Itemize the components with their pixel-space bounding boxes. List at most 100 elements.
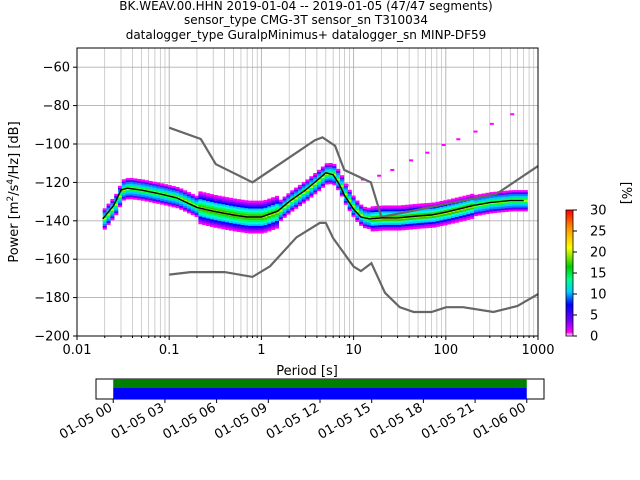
histogram-cell	[125, 183, 130, 186]
histogram-cell	[251, 227, 257, 230]
histogram-cell	[175, 194, 180, 197]
histogram-cell	[229, 205, 234, 208]
histogram-cell	[523, 209, 528, 212]
histogram-cell	[309, 187, 314, 190]
histogram-cell	[504, 198, 509, 201]
histogram-cell	[309, 178, 314, 181]
histogram-cell	[148, 184, 153, 187]
histogram-cell	[332, 177, 337, 180]
histogram-cell	[137, 182, 142, 185]
histogram-cell	[183, 207, 188, 210]
histogram-cell	[167, 187, 172, 190]
histogram-cell	[221, 207, 226, 211]
y-tick-label: −180	[34, 291, 70, 306]
histogram-cell	[523, 207, 528, 210]
histogram-cell	[271, 214, 276, 217]
histogram-cell	[477, 209, 482, 212]
histogram-cell	[431, 215, 436, 219]
histogram-cell	[408, 206, 414, 209]
noise-model-lines	[102, 126, 538, 314]
histogram-cell	[274, 211, 280, 214]
histogram-cell	[236, 229, 241, 232]
histogram-cell	[324, 180, 329, 183]
histogram-cell	[282, 208, 287, 211]
histogram-cell	[274, 201, 280, 204]
histogram-cell	[259, 200, 264, 203]
histogram-cell	[317, 185, 322, 188]
histogram-cell	[255, 223, 260, 226]
histogram-cell	[420, 224, 425, 227]
histogram-cell	[405, 218, 410, 221]
histogram-cell	[251, 223, 257, 226]
histogram-cell	[397, 215, 402, 218]
histogram-cell	[466, 208, 471, 211]
histogram-cell	[324, 167, 329, 170]
histogram-cell	[290, 209, 295, 212]
histogram-cell	[462, 205, 467, 208]
histogram-cell	[301, 193, 306, 196]
histogram-cell	[225, 216, 230, 219]
histogram-outlier	[510, 113, 515, 116]
histogram-cell	[443, 207, 448, 210]
histogram-cell	[416, 219, 421, 222]
histogram-cell	[382, 218, 387, 221]
histogram-cell	[171, 189, 176, 192]
histogram-cell	[328, 176, 333, 179]
histogram-cell	[198, 204, 203, 207]
histogram-cell	[473, 202, 479, 205]
histogram-cell	[240, 230, 245, 233]
histogram-cell	[324, 178, 329, 181]
histogram-cell	[140, 179, 146, 182]
histogram-cell	[370, 225, 375, 228]
histogram-cell	[493, 191, 498, 194]
histogram-cell	[148, 186, 153, 189]
histogram-cell	[401, 214, 406, 217]
histogram-cell	[114, 207, 119, 210]
histogram-cell	[110, 218, 115, 221]
x-tick-label: 100	[433, 343, 458, 358]
histogram-cell	[297, 184, 303, 187]
histogram-cell	[183, 194, 188, 197]
histogram-cell	[213, 219, 218, 223]
histogram-cell	[118, 187, 123, 190]
histogram-cell	[240, 207, 245, 210]
histogram-cell	[481, 208, 486, 211]
histogram-cell	[152, 197, 157, 200]
histogram-cell	[516, 201, 521, 204]
histogram-cell	[271, 208, 276, 211]
histogram-cell	[496, 199, 502, 202]
histogram-cell	[301, 195, 306, 198]
histogram-cell	[102, 214, 107, 217]
histogram-cell	[129, 191, 134, 194]
histogram-cell	[255, 214, 260, 217]
histogram-cell	[428, 210, 433, 213]
histogram-cell	[443, 209, 448, 212]
time-tick-label: 01-05 15	[316, 400, 374, 442]
histogram-cell	[343, 187, 348, 190]
histogram-cell	[385, 224, 391, 227]
y-tick-label: −60	[43, 61, 70, 76]
histogram-cell	[408, 219, 414, 222]
histogram-cell	[221, 213, 226, 216]
histogram-cell	[408, 212, 414, 215]
histogram-cell	[420, 226, 425, 229]
histogram-cell	[382, 224, 387, 227]
histogram-cell	[271, 201, 276, 204]
histogram-cell	[412, 205, 417, 209]
histogram-cell	[232, 219, 237, 222]
histogram-cell	[186, 207, 192, 210]
histogram-cell	[382, 211, 387, 214]
histogram-cell	[435, 201, 440, 204]
histogram-cell	[278, 216, 283, 220]
histogram-cell	[137, 198, 142, 201]
histogram-cell	[512, 190, 517, 193]
histogram-cell	[508, 190, 513, 193]
histogram-cell	[405, 206, 410, 209]
histogram-cell	[458, 204, 463, 207]
histogram-cell	[133, 197, 138, 200]
histogram-cell	[508, 196, 513, 199]
histogram-cell	[251, 219, 257, 222]
histogram-cell	[278, 205, 283, 208]
histogram-cell	[340, 179, 345, 182]
histogram-cell	[294, 187, 299, 190]
